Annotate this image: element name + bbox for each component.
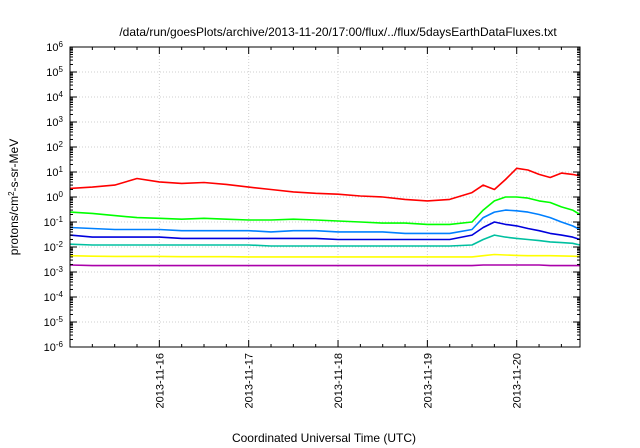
y-tick-exp: -2 xyxy=(56,240,64,249)
y-tick-base: 10 xyxy=(46,142,58,154)
y-tick-label: 106 xyxy=(46,40,63,55)
y-tick-base: 10 xyxy=(44,217,56,229)
y-tick-label: 10-2 xyxy=(44,240,64,255)
y-axis-title-rest: -s-sr-MeV xyxy=(7,139,21,192)
y-tick-base: 10 xyxy=(46,117,58,129)
y-tick-label: 104 xyxy=(46,90,63,105)
y-tick-label: 10-3 xyxy=(44,265,64,280)
series-line-2 xyxy=(69,196,581,226)
y-tick-exp: -5 xyxy=(56,315,64,324)
y-tick-exp: -3 xyxy=(56,265,64,274)
y-tick-label: 103 xyxy=(46,115,63,130)
y-tick-base: 10 xyxy=(44,242,56,254)
y-tick-label: 10-1 xyxy=(44,215,64,230)
x-tick-label: 2013-11-18 xyxy=(333,353,345,408)
y-tick-exp: -6 xyxy=(56,340,64,349)
y-tick-label: 102 xyxy=(46,140,63,155)
y-tick-label: 101 xyxy=(46,165,63,180)
y-tick-base: 10 xyxy=(46,192,58,204)
y-tick-label: 105 xyxy=(46,65,63,80)
x-tick-label: 2013-11-17 xyxy=(244,353,256,408)
y-tick-base: 10 xyxy=(44,342,56,354)
x-tick-label: 2013-11-19 xyxy=(422,353,434,408)
y-tick-label: 10-5 xyxy=(44,315,64,330)
x-tick-label: 2013-11-16 xyxy=(154,353,166,408)
chart-title: /data/run/goesPlots/archive/2013-11-20/1… xyxy=(119,25,557,39)
series-line-1 xyxy=(69,167,581,202)
y-tick-base: 10 xyxy=(46,42,58,54)
y-axis-title: protons/cm2-s-sr-MeV xyxy=(7,139,22,255)
series-layer xyxy=(69,167,581,267)
x-axis: 2013-11-16 2013-11-17 2013-11-18 2013-11-19… xyxy=(91,47,562,408)
y-axis-title-base: protons/cm xyxy=(7,196,21,255)
series-line-5 xyxy=(69,234,581,247)
y-tick-exp: 2 xyxy=(59,140,64,149)
x-axis-title: Coordinated Universal Time (UTC) xyxy=(232,431,416,445)
x-tick-label: 2013-11-20 xyxy=(512,353,524,408)
y-tick-base: 10 xyxy=(44,292,56,304)
y-tick-exp: 5 xyxy=(59,65,64,74)
y-tick-exp: -4 xyxy=(56,290,64,299)
y-tick-label: 100 xyxy=(46,190,63,205)
y-tick-label: 10-6 xyxy=(44,340,64,355)
y-axis: 10-610-510-410-310-210-11001011021031041… xyxy=(44,40,580,355)
y-tick-exp: 3 xyxy=(59,115,64,124)
y-tick-base: 10 xyxy=(44,317,56,329)
y-tick-label: 10-4 xyxy=(44,290,64,305)
series-line-7 xyxy=(69,264,580,267)
y-tick-exp: 1 xyxy=(59,165,64,174)
y-tick-base: 10 xyxy=(46,167,58,179)
y-axis-title-sup: 2 xyxy=(7,191,16,196)
series-line-4 xyxy=(69,221,581,241)
y-tick-exp: 4 xyxy=(59,90,64,99)
y-tick-base: 10 xyxy=(46,67,58,79)
y-tick-exp: 6 xyxy=(59,40,64,49)
series-line-6 xyxy=(69,253,581,258)
y-tick-base: 10 xyxy=(46,92,58,104)
y-tick-base: 10 xyxy=(44,267,56,279)
y-tick-exp: 0 xyxy=(59,190,64,199)
series-line-3 xyxy=(69,209,581,235)
y-tick-exp: -1 xyxy=(56,215,64,224)
